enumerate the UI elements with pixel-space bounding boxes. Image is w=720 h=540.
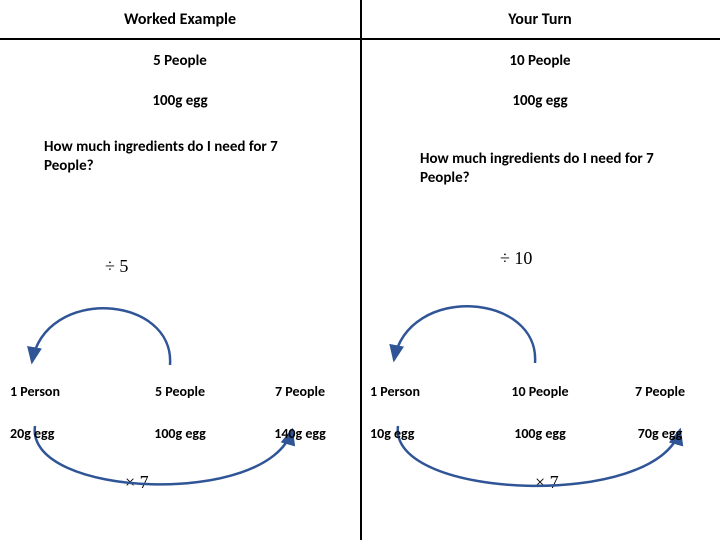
right-col1-ingredient: 10g egg [360, 412, 480, 454]
right-col1-people: 1 Person [360, 370, 480, 412]
right-col1: 1 Person 10g egg [360, 370, 480, 454]
left-col2: 5 People 100g egg [120, 370, 240, 454]
left-col1-people: 1 Person [0, 370, 120, 412]
right-col2-people: 10 People [480, 370, 600, 412]
right-ingredient-given: 100g egg [360, 92, 720, 110]
left-col2-people: 5 People [120, 370, 240, 412]
your-turn-panel: 10 People 100g egg How much ingredients … [360, 40, 720, 540]
right-grid: 1 Person 10g egg 10 People 100g egg 7 Pe… [360, 370, 720, 454]
left-ingredient-given: 100g egg [0, 92, 360, 110]
left-col1-ingredient: 20g egg [0, 412, 120, 454]
left-col3-ingredient: 140g egg [240, 412, 360, 454]
right-divide-arc [380, 265, 560, 375]
left-col2-ingredient: 100g egg [120, 412, 240, 454]
right-people-given: 10 People [360, 52, 720, 70]
right-col2-ingredient: 100g egg [480, 412, 600, 454]
left-question: How much ingredients do I need for 7 Peo… [44, 138, 294, 176]
right-question: How much ingredients do I need for 7 Peo… [420, 150, 670, 188]
header-right: Your Turn [360, 0, 720, 38]
right-col2: 10 People 100g egg [480, 370, 600, 454]
right-col3-people: 7 People [600, 370, 720, 412]
left-people-given: 5 People [0, 52, 360, 70]
header-left: Worked Example [0, 0, 360, 38]
left-col3-people: 7 People [240, 370, 360, 412]
left-grid: 1 Person 20g egg 5 People 100g egg 7 Peo… [0, 370, 360, 454]
right-col3-ingredient: 70g egg [600, 412, 720, 454]
left-col1: 1 Person 20g egg [0, 370, 120, 454]
right-col3: 7 People 70g egg [600, 370, 720, 454]
left-divide-arc [20, 270, 200, 380]
left-col3: 7 People 140g egg [240, 370, 360, 454]
worked-example-panel: 5 People 100g egg How much ingredients d… [0, 40, 360, 540]
